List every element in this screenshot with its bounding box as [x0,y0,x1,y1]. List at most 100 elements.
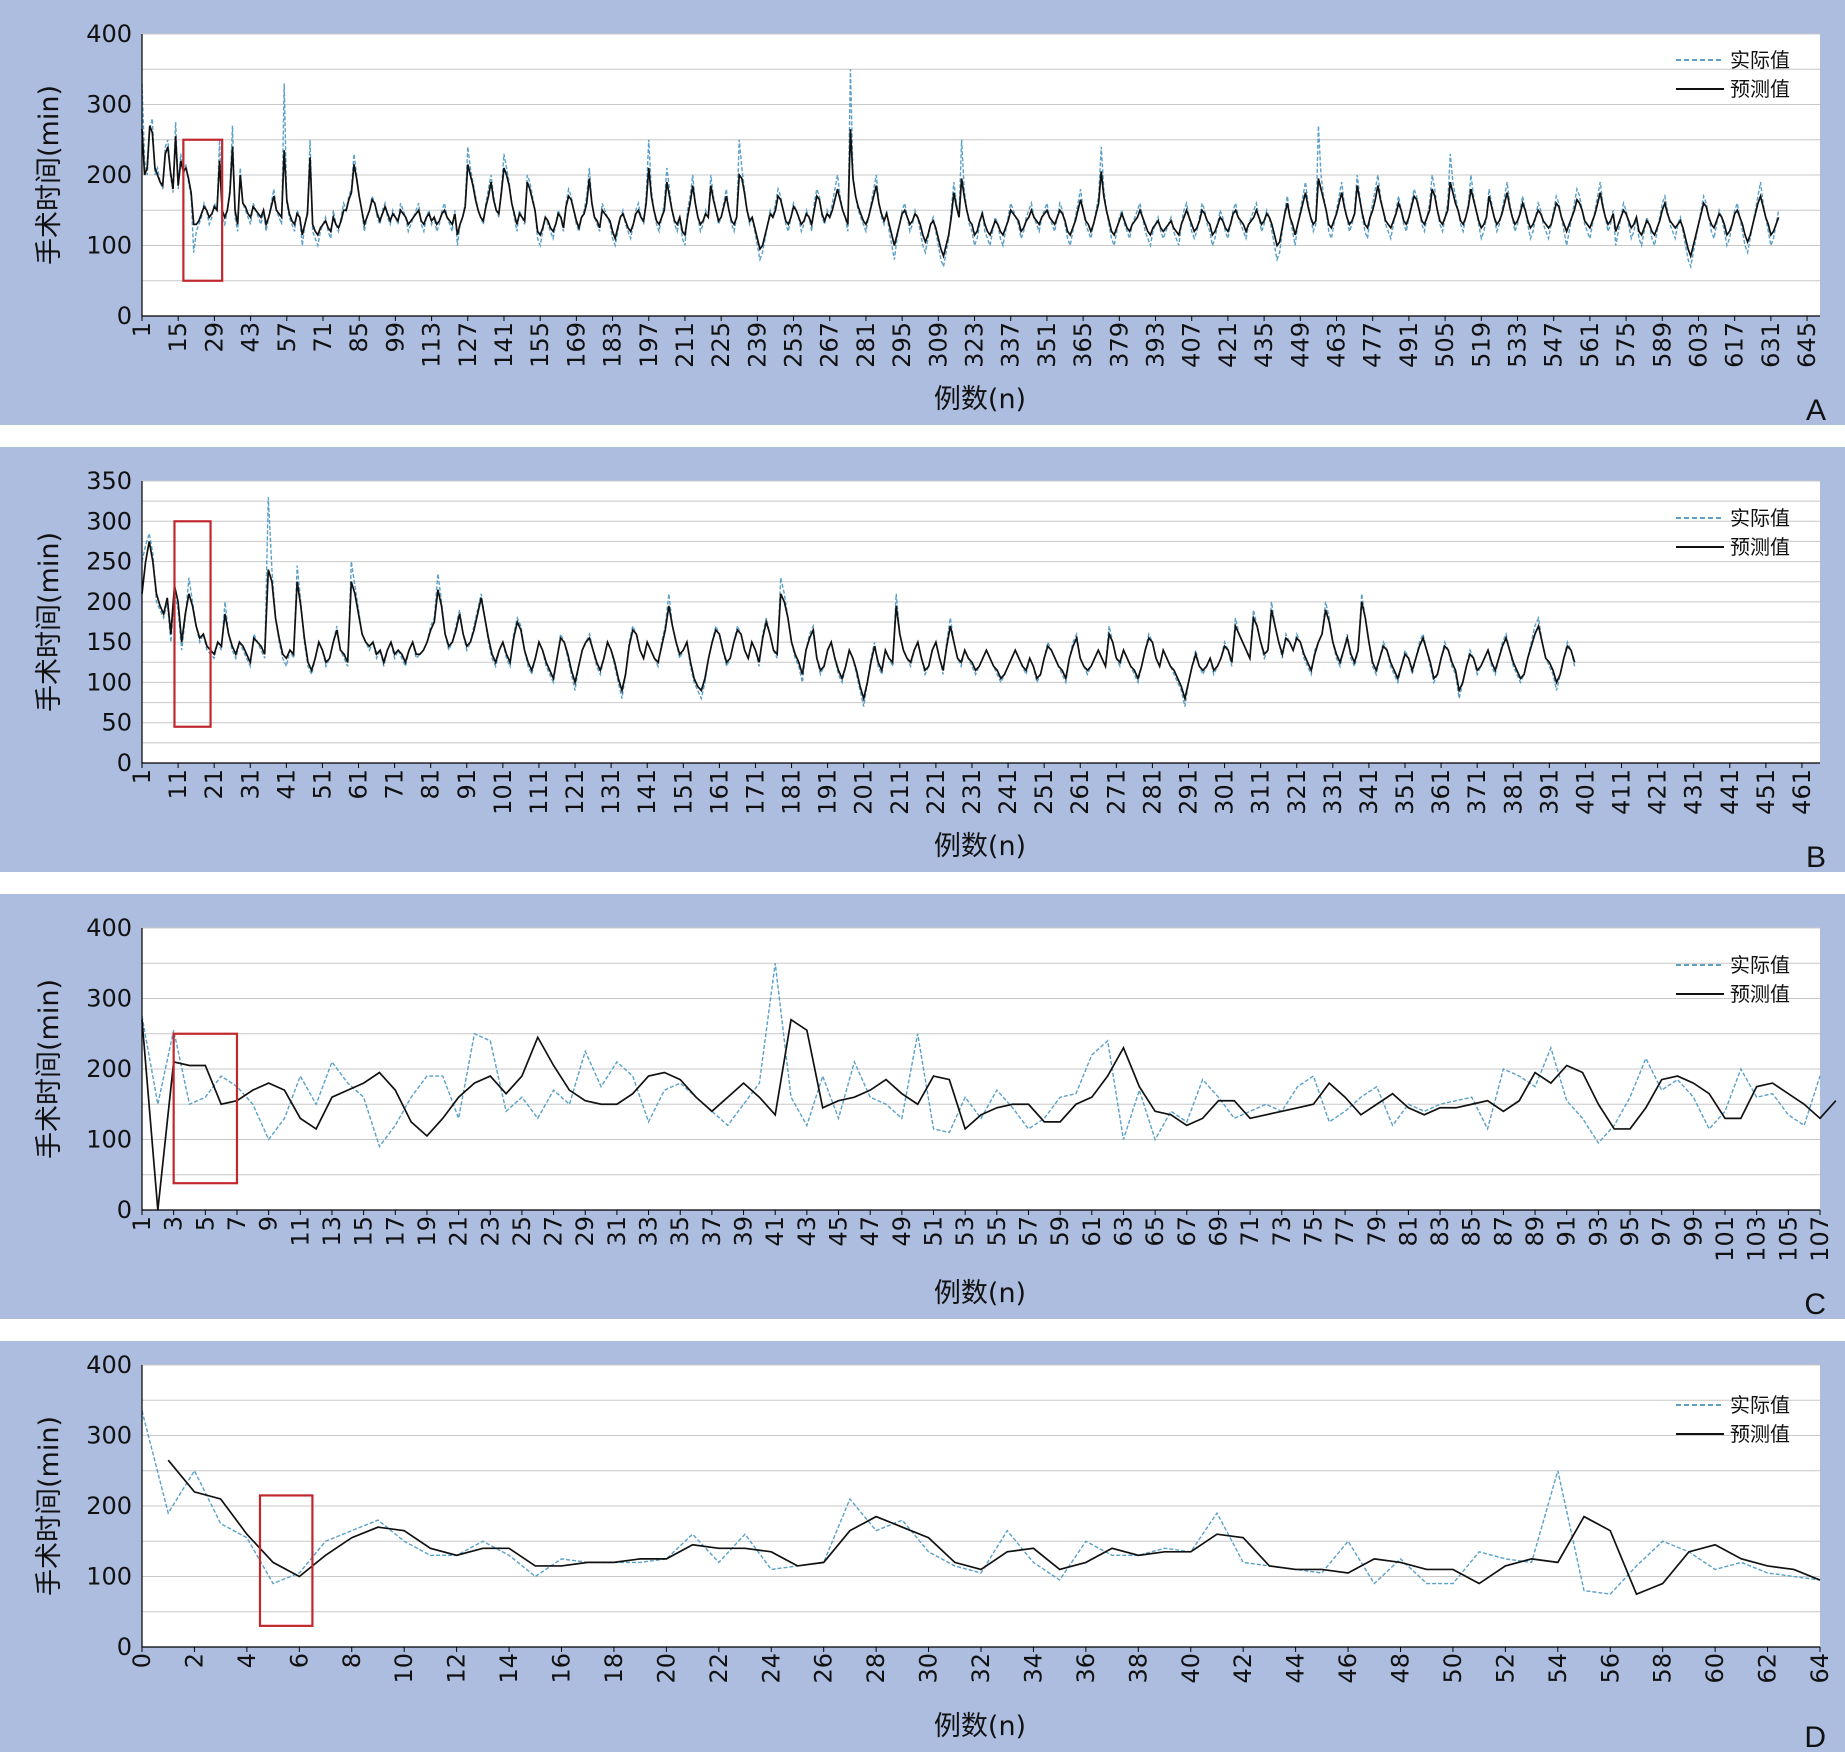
x-tick-label: 519 [1467,322,1495,368]
x-tick-label: 421 [1214,322,1242,368]
x-tick-label: 11 [286,1216,314,1247]
panel-a-highlight-box [182,138,224,282]
panel-a-y-ticks: 0 100 200 300 400 [86,20,132,330]
x-tick-label: 301 [1211,769,1239,815]
x-tick-label: 33 [635,1216,663,1247]
x-tick-label: 50 [1439,1653,1467,1684]
x-tick-label: 79 [1363,1216,1391,1247]
x-tick-label: 17 [381,1216,409,1247]
x-tick-label: 48 [1387,1653,1415,1684]
x-tick-label: 547 [1540,322,1568,368]
x-tick-label: 81 [417,769,445,800]
x-tick-label: 75 [1299,1216,1327,1247]
y-tick-label: 50 [101,709,132,737]
x-tick-label: 211 [671,322,699,368]
x-tick-label: 309 [924,322,952,368]
x-tick-label: 32 [967,1653,995,1684]
x-tick-label: 361 [1427,769,1455,815]
panel-c-legend: 实际值 预测值 [1676,953,1790,1006]
x-tick-label: 161 [705,769,733,815]
x-tick-label: 141 [490,322,518,368]
x-tick-label: 141 [633,769,661,815]
x-tick-label: 1 [128,1216,156,1231]
x-tick-label: 253 [780,322,808,368]
predicted-series-line [141,1018,1837,1211]
y-tick-label: 0 [117,1633,132,1661]
x-tick-label: 321 [1283,769,1311,815]
x-tick-label: 449 [1286,322,1314,368]
x-tick-label: 71 [1236,1216,1264,1247]
x-tick-label: 42 [1229,1653,1257,1684]
panel-d-legend-actual-label: 实际值 [1730,1393,1790,1417]
x-tick-label: 401 [1571,769,1599,815]
y-tick-label: 200 [86,1055,132,1083]
actual-series-line [141,1410,1821,1595]
x-tick-label: 89 [1521,1216,1549,1247]
x-tick-label: 63 [1109,1216,1137,1247]
x-tick-label: 83 [1426,1216,1454,1247]
x-tick-label: 8 [338,1653,366,1668]
y-tick-label: 400 [86,1351,132,1379]
y-tick-label: 400 [86,20,132,48]
x-tick-label: 561 [1576,322,1604,368]
x-tick-label: 29 [571,1216,599,1247]
x-tick-label: 41 [272,769,300,800]
x-tick-label: 54 [1544,1653,1572,1684]
panel-d-legend: 实际值 预测值 [1676,1393,1790,1446]
x-tick-label: 171 [741,769,769,815]
y-tick-label: 0 [117,749,132,777]
actual-series-line [141,963,1821,1149]
panel-d-y-axis-label: 手术时间(min) [34,1416,65,1596]
panel-c-y-ticks: 0 100 200 300 400 [86,914,132,1224]
y-tick-label: 100 [86,232,132,260]
x-tick-label: 181 [778,769,806,815]
x-tick-label: 103 [1743,1216,1771,1262]
x-tick-label: 435 [1250,322,1278,368]
y-tick-label: 300 [86,507,132,535]
x-tick-label: 151 [669,769,697,815]
panel-c-series [141,963,1837,1211]
x-tick-label: 323 [961,322,989,368]
x-tick-label: 3 [160,1216,188,1231]
x-tick-label: 7 [223,1216,251,1231]
panel-a-legend-pred-label: 预测值 [1730,77,1790,101]
panel-a-axes [141,34,1820,317]
y-tick-label: 150 [86,628,132,656]
predicted-series-line [141,125,1780,259]
x-tick-label: 4 [233,1653,261,1668]
x-tick-label: 22 [705,1653,733,1684]
panel-a-legend-actual-label: 实际值 [1730,48,1790,72]
x-tick-label: 197 [635,322,663,368]
panel-a-x-axis-label: 例数(n) [934,384,1026,415]
x-tick-label: 21 [445,1216,473,1247]
x-tick-label: 69 [1204,1216,1232,1247]
x-tick-label: 71 [381,769,409,800]
x-tick-label: 201 [850,769,878,815]
x-tick-label: 533 [1503,322,1531,368]
panel-d-x-axis-label: 例数(n) [934,1711,1026,1742]
panel-b-x-ticks: 1 11 21 31 41 51 61 71 81 91 101 111 121 131 141 151 161… [128,763,1816,815]
panel-b-legend-actual-label: 实际值 [1730,506,1790,530]
x-tick-label: 51 [308,769,336,800]
x-tick-label: 29 [200,322,228,353]
x-tick-label: 31 [603,1216,631,1247]
x-tick-label: 12 [443,1653,471,1684]
x-tick-label: 36 [1072,1653,1100,1684]
panel-b-highlight-box [173,520,212,728]
x-tick-label: 13 [318,1216,346,1247]
x-tick-label: 39 [730,1216,758,1247]
panel-d-gridlines [142,1364,1820,1648]
x-tick-label: 97 [1648,1216,1676,1247]
x-tick-label: 221 [922,769,950,815]
x-tick-label: 351 [1033,322,1061,368]
panel-c-x-axis-label: 例数(n) [934,1278,1026,1309]
x-tick-label: 379 [1105,322,1133,368]
y-tick-label: 200 [86,161,132,189]
x-tick-label: 2 [180,1653,208,1668]
panel-d-letter: D [1804,1721,1826,1752]
x-tick-label: 381 [1499,769,1527,815]
x-tick-label: 35 [666,1216,694,1247]
x-tick-label: 241 [994,769,1022,815]
x-tick-label: 113 [418,322,446,368]
